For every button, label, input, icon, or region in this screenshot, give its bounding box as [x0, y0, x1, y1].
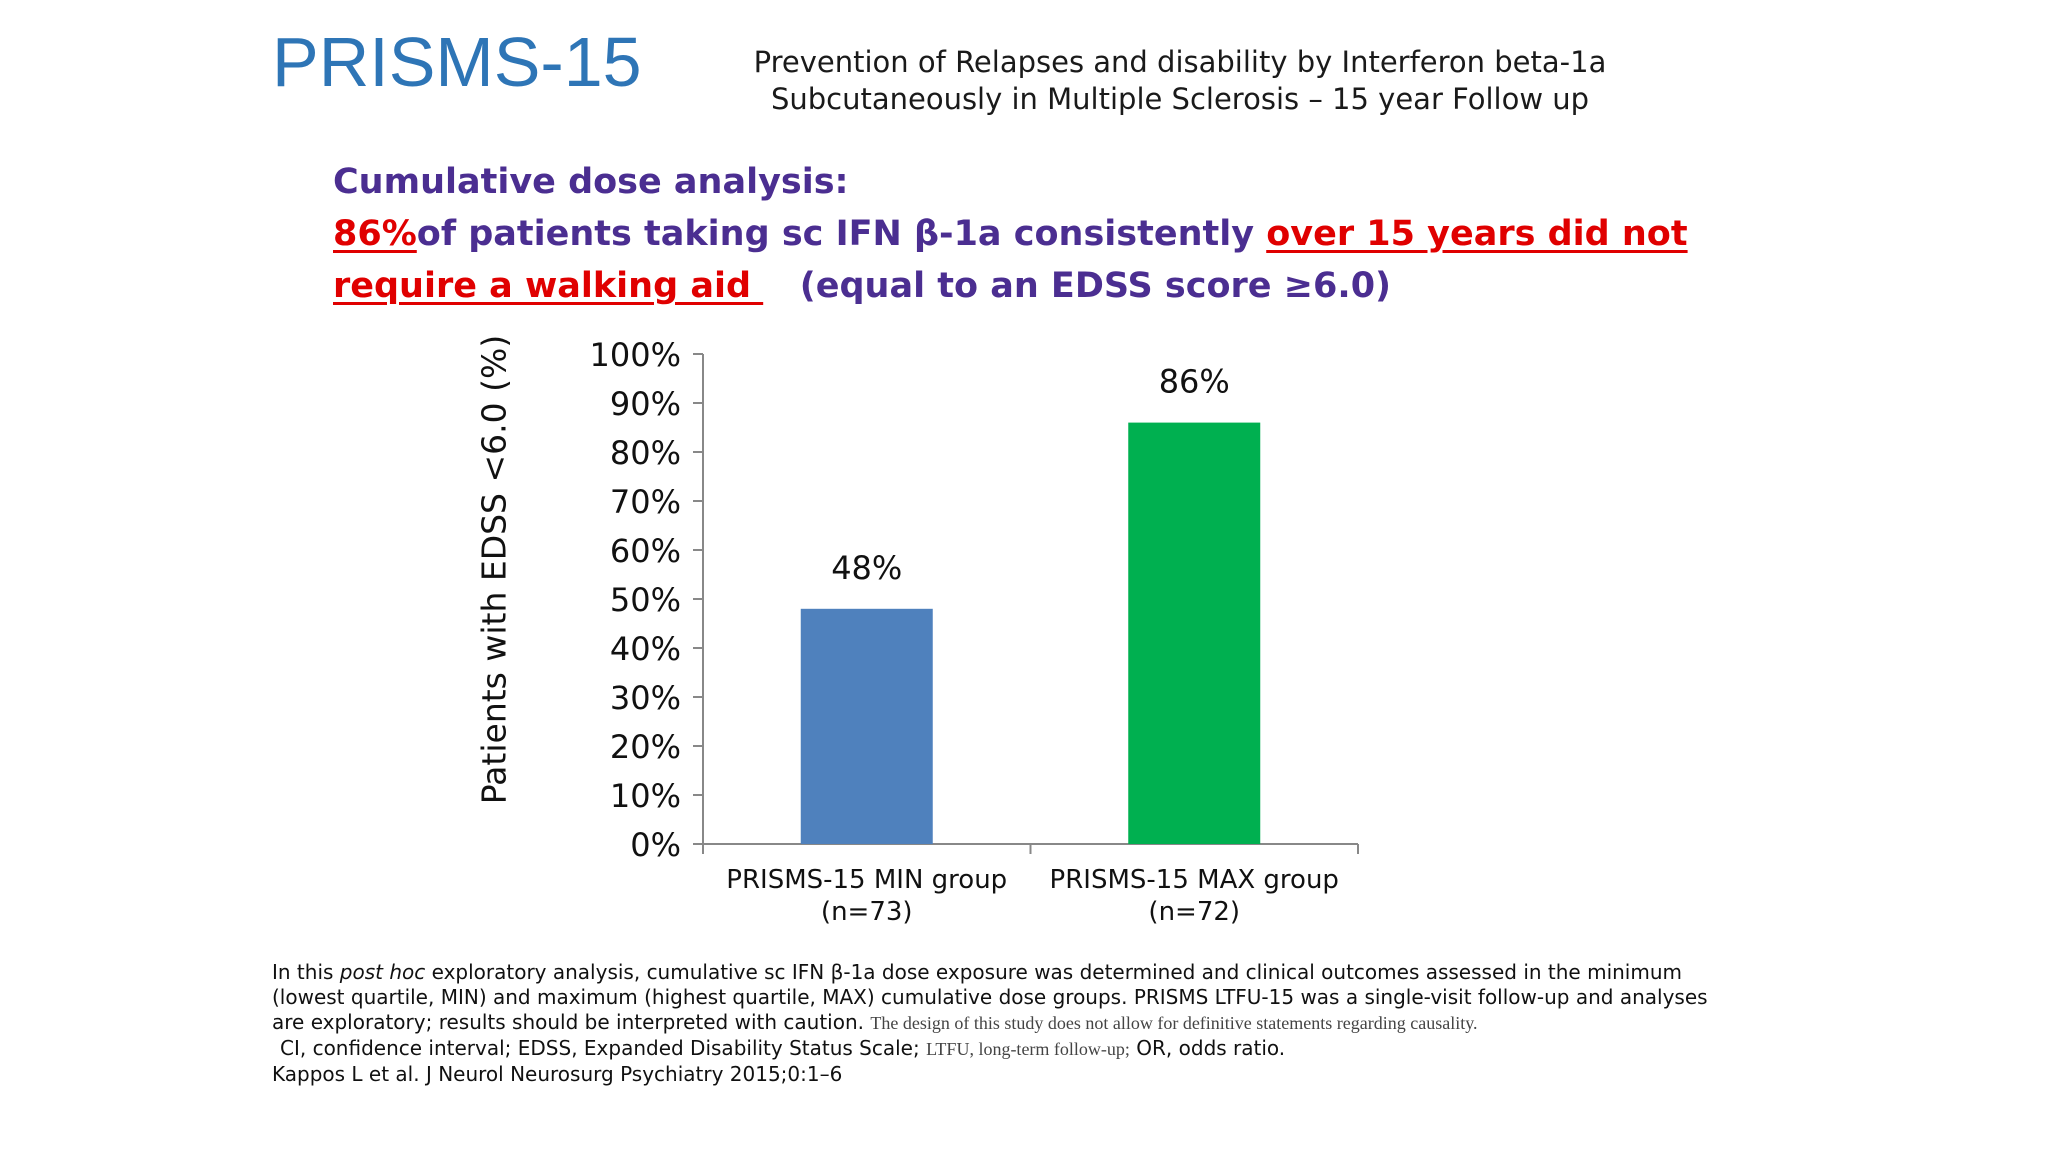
y-tick-label: 90% [610, 385, 681, 423]
y-tick-label: 40% [610, 630, 681, 668]
x-tick-label: (n=73) [821, 897, 913, 927]
abbr-text: CI, confidence interval; EDSS, Expanded … [280, 1036, 927, 1060]
brand-title: PRISMS-15 [272, 23, 642, 101]
study-subtitle: Prevention of Relapses and disability by… [700, 44, 1660, 118]
y-tick-label: 60% [610, 532, 681, 570]
y-tick-label: 80% [610, 434, 681, 472]
y-tick-label: 20% [610, 728, 681, 766]
footnote-reference: Kappos L et al. J Neurol Neurosurg Psych… [272, 1062, 843, 1086]
bar-chart-svg: 0% 10% 20% 30% 40% 50% 60% 70% 80% 90% 100% 48% PRIS… [590, 336, 1359, 927]
x-tick-label: PRISMS-15 MAX group [1050, 865, 1339, 895]
headline-highlight-2: require a walking aid [333, 266, 764, 306]
headline-text-2: of patients taking sc IFN β-1a consisten… [416, 214, 1267, 254]
headline-percent: 86% [333, 214, 417, 254]
x-tick-label: (n=72) [1148, 897, 1240, 927]
y-tick-label: 50% [610, 581, 681, 619]
footnote-causality: The design of this study does not allow … [870, 1013, 1478, 1033]
headline-line-2: 86%of patients taking sc IFN β-1a consis… [333, 208, 1753, 260]
footnote: In this post hoc exploratory analysis, c… [272, 960, 1712, 1087]
data-label: 86% [1159, 363, 1230, 401]
footnote-methods: In this post hoc exploratory analysis, c… [272, 960, 1712, 1036]
y-tick-label: 100% [590, 336, 681, 374]
headline-line-1: Cumulative dose analysis: [333, 162, 849, 202]
data-label: 48% [831, 549, 902, 587]
y-tick-label: 30% [610, 679, 681, 717]
subtitle-line-2: Subcutaneously in Multiple Sclerosis – 1… [770, 82, 1590, 116]
headline-highlight-1: over 15 years did not [1266, 214, 1688, 254]
footnote-text-2: exploratory analysis, cumulative sc IFN … [272, 960, 1708, 1034]
y-tick-label: 0% [630, 826, 681, 864]
headline-text-3: (equal to an EDSS score ≥6.0) [763, 266, 1392, 306]
y-tick-label: 70% [610, 483, 681, 521]
headline-line-3: require a walking aid (equal to an EDSS … [333, 260, 1753, 312]
x-tick-label: PRISMS-15 MIN group [726, 865, 1007, 895]
abbr-ltfu: LTFU, long-term follow-up; [926, 1039, 1130, 1059]
subtitle-line-1: Prevention of Relapses and disability by… [753, 45, 1607, 79]
footnote-text: In this [272, 960, 340, 984]
key-message: Cumulative dose analysis: 86%of patients… [333, 156, 1753, 312]
bar-min-group [800, 608, 933, 844]
abbr-text-2: OR, odds ratio. [1129, 1036, 1286, 1060]
bar-max-group [1128, 422, 1261, 844]
bar-chart: 0% 10% 20% 30% 40% 50% 60% 70% 80% 90% 100% 48% PRIS… [480, 330, 1400, 950]
y-tick-label: 10% [610, 777, 681, 815]
footnote-italic: post hoc [339, 960, 426, 984]
footnote-abbreviations: CI, confidence interval; EDSS, Expanded … [272, 1036, 1712, 1062]
